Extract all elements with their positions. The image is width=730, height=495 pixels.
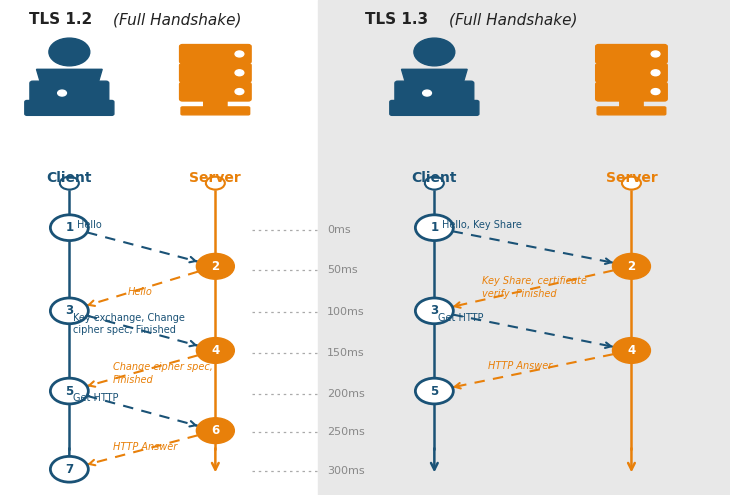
FancyBboxPatch shape [597, 107, 666, 115]
Text: 0ms: 0ms [327, 225, 350, 235]
Polygon shape [36, 69, 102, 87]
FancyBboxPatch shape [180, 45, 251, 63]
Circle shape [415, 215, 453, 241]
Circle shape [414, 38, 455, 66]
Circle shape [612, 253, 650, 279]
FancyBboxPatch shape [596, 45, 667, 63]
Text: (Full Handshake): (Full Handshake) [449, 12, 577, 27]
Text: 2: 2 [627, 260, 636, 273]
Text: 1: 1 [65, 221, 74, 234]
Text: 3: 3 [65, 304, 74, 317]
Circle shape [622, 177, 641, 190]
Text: HTTP Answer: HTTP Answer [113, 442, 177, 451]
FancyBboxPatch shape [180, 82, 251, 101]
Circle shape [651, 89, 660, 95]
Text: Key exchange, Change
cipher spec, Finished: Key exchange, Change cipher spec, Finish… [73, 313, 185, 335]
FancyBboxPatch shape [180, 63, 251, 82]
Circle shape [206, 177, 225, 190]
Text: 5: 5 [430, 385, 439, 397]
FancyBboxPatch shape [596, 82, 667, 101]
Circle shape [612, 338, 650, 363]
Text: 4: 4 [211, 344, 220, 357]
Text: 100ms: 100ms [327, 307, 365, 317]
Circle shape [235, 51, 244, 57]
Text: 50ms: 50ms [327, 265, 358, 275]
Text: Change cipher spec,
Finished: Change cipher spec, Finished [113, 362, 213, 385]
Circle shape [196, 338, 234, 363]
Circle shape [235, 70, 244, 76]
Circle shape [50, 215, 88, 241]
FancyBboxPatch shape [204, 98, 227, 111]
Text: Hello: Hello [77, 220, 101, 230]
Text: 4: 4 [627, 344, 636, 357]
Text: Server: Server [190, 171, 241, 185]
Bar [318, 0, 730, 495]
FancyBboxPatch shape [390, 100, 479, 115]
Circle shape [423, 90, 431, 96]
FancyBboxPatch shape [181, 107, 250, 115]
Text: Client: Client [412, 171, 457, 185]
Bar [0, 0, 318, 495]
Circle shape [651, 70, 660, 76]
FancyBboxPatch shape [395, 81, 474, 106]
Circle shape [50, 378, 88, 404]
Text: Get HTTP: Get HTTP [438, 313, 483, 323]
FancyBboxPatch shape [25, 100, 114, 115]
Circle shape [415, 378, 453, 404]
Circle shape [235, 89, 244, 95]
Text: 5: 5 [65, 385, 74, 397]
Text: 2: 2 [211, 260, 220, 273]
Text: Hello: Hello [128, 287, 153, 297]
Circle shape [60, 177, 79, 190]
Circle shape [50, 456, 88, 482]
Text: 3: 3 [430, 304, 439, 317]
Text: 300ms: 300ms [327, 466, 365, 476]
Text: Key Share, certificate
verify  Finished: Key Share, certificate verify Finished [482, 276, 587, 298]
Text: TLS 1.3: TLS 1.3 [365, 12, 434, 27]
FancyBboxPatch shape [30, 81, 109, 106]
Text: (Full Handshake): (Full Handshake) [113, 12, 242, 27]
Text: 7: 7 [65, 463, 74, 476]
Circle shape [49, 38, 90, 66]
Circle shape [50, 298, 88, 324]
Circle shape [425, 177, 444, 190]
Text: TLS 1.2: TLS 1.2 [29, 12, 98, 27]
Text: HTTP Answer: HTTP Answer [488, 361, 552, 371]
Text: 6: 6 [211, 424, 220, 437]
Text: Hello, Key Share: Hello, Key Share [442, 220, 521, 230]
Text: Client: Client [47, 171, 92, 185]
Text: Server: Server [606, 171, 657, 185]
Circle shape [415, 298, 453, 324]
Text: 200ms: 200ms [327, 389, 365, 398]
Circle shape [58, 90, 66, 96]
Text: 150ms: 150ms [327, 348, 365, 358]
Text: Get HTTP: Get HTTP [73, 393, 118, 402]
Text: 1: 1 [430, 221, 439, 234]
FancyBboxPatch shape [596, 63, 667, 82]
FancyBboxPatch shape [620, 98, 643, 111]
Polygon shape [402, 69, 467, 87]
Circle shape [651, 51, 660, 57]
Circle shape [196, 253, 234, 279]
Text: 250ms: 250ms [327, 427, 365, 437]
Circle shape [196, 418, 234, 444]
